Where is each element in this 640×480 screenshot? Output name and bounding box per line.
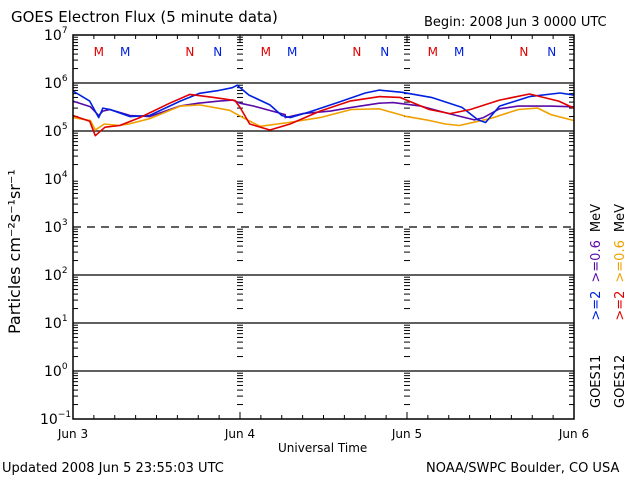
axis-ticks	[72, 35, 575, 419]
y-axis-label: Particles cm⁻²s⁻¹sr⁻¹	[5, 169, 24, 334]
legend-satellite: GOES12	[613, 354, 628, 408]
y-tick-label: 101	[44, 314, 68, 332]
legend-satellite: GOES11	[589, 354, 604, 408]
legend-part: >=0.6	[613, 240, 628, 283]
y-tick-label: 102	[44, 266, 68, 284]
y-tick-labels: 107 106 105 104 103 102 101 100 10−1	[40, 26, 71, 428]
legend-part: MeV	[613, 204, 628, 233]
y-tick-label: 106	[44, 74, 68, 92]
legend-part: MeV	[589, 204, 604, 233]
x-tick-label: Jun 4	[224, 427, 255, 441]
footer-updated: Updated 2008 Jun 5 23:55:03 UTC	[2, 461, 224, 476]
grid-lines	[73, 82, 574, 372]
y-tick-label: 10−1	[40, 410, 71, 428]
plot-frame	[72, 34, 575, 420]
series-line-goes11-2-mev	[72, 84, 575, 124]
marker-label: M	[287, 45, 297, 59]
marker-label: M	[261, 45, 271, 59]
y-tick-label: 104	[44, 170, 68, 188]
begin-label: Begin: 2008 Jun 3 0000 UTC	[424, 15, 607, 30]
marker-label: N	[519, 45, 528, 59]
legend-goes11: GOES11 >=2 >=0.6 MeV	[589, 196, 604, 408]
footer-credit: NOAA/SWPC Boulder, CO USA	[426, 461, 620, 476]
marker-label: M	[120, 45, 130, 59]
x-tick-label: Jun 6	[558, 427, 589, 441]
marker-label: M	[94, 45, 104, 59]
marker-label: M	[454, 45, 464, 59]
marker-label: N	[213, 45, 222, 59]
x-tick-label: Jun 5	[391, 427, 422, 441]
x-axis-label: Universal Time	[278, 441, 368, 455]
y-tick-label: 100	[44, 362, 68, 380]
marker-label: N	[352, 45, 361, 59]
marker-label: N	[185, 45, 194, 59]
legend-part: >=2	[589, 290, 604, 321]
y-tick-label: 107	[44, 26, 68, 44]
legend-part: >=2	[613, 290, 628, 321]
legend-part: >=0.6	[589, 240, 604, 283]
series-line-goes12-2-mev	[72, 93, 575, 137]
series-lines	[72, 84, 575, 137]
chart-title: GOES Electron Flux (5 minute data)	[11, 8, 278, 26]
y-tick-label: 103	[44, 218, 68, 236]
marker-label: N	[380, 45, 389, 59]
marker-label: M	[428, 45, 438, 59]
marker-label: N	[547, 45, 556, 59]
x-tick-label: Jun 3	[57, 427, 88, 441]
y-tick-label: 105	[44, 122, 68, 140]
legend-goes12: GOES12 >=2 >=0.6 MeV	[613, 196, 628, 408]
x-tick-labels: Jun 3 Jun 4 Jun 5 Jun 6	[57, 427, 589, 441]
